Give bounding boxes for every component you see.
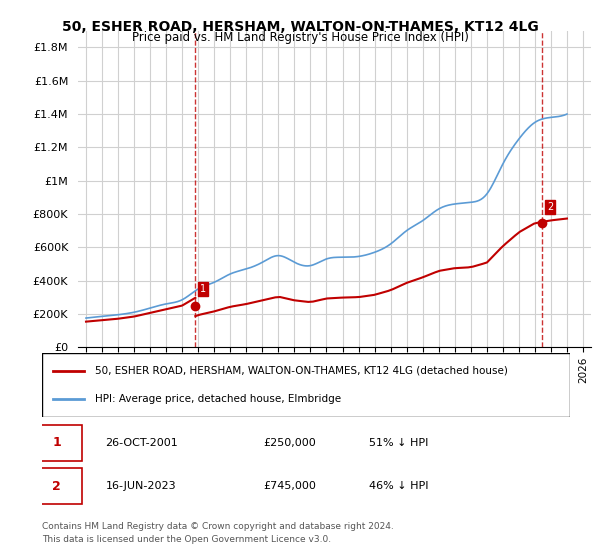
Text: This data is licensed under the Open Government Licence v3.0.: This data is licensed under the Open Gov… [42,534,331,544]
Text: 51% ↓ HPI: 51% ↓ HPI [370,438,429,448]
Text: HPI: Average price, detached house, Elmbridge: HPI: Average price, detached house, Elmb… [95,394,341,404]
FancyBboxPatch shape [42,353,570,417]
Text: 16-JUN-2023: 16-JUN-2023 [106,481,176,491]
Text: Price paid vs. HM Land Registry's House Price Index (HPI): Price paid vs. HM Land Registry's House … [131,31,469,44]
Text: 50, ESHER ROAD, HERSHAM, WALTON-ON-THAMES, KT12 4LG (detached house): 50, ESHER ROAD, HERSHAM, WALTON-ON-THAME… [95,366,508,376]
Text: 1: 1 [200,284,206,294]
Text: 2: 2 [547,202,553,212]
Text: 26-OCT-2001: 26-OCT-2001 [106,438,178,448]
Text: 50, ESHER ROAD, HERSHAM, WALTON-ON-THAMES, KT12 4LG: 50, ESHER ROAD, HERSHAM, WALTON-ON-THAME… [62,20,538,34]
Text: Contains HM Land Registry data © Crown copyright and database right 2024.: Contains HM Land Registry data © Crown c… [42,522,394,531]
Text: 46% ↓ HPI: 46% ↓ HPI [370,481,429,491]
Text: 1: 1 [52,436,61,449]
Text: 2: 2 [52,480,61,493]
Text: £250,000: £250,000 [264,438,317,448]
FancyBboxPatch shape [31,468,82,505]
FancyBboxPatch shape [31,424,82,461]
Text: £745,000: £745,000 [264,481,317,491]
